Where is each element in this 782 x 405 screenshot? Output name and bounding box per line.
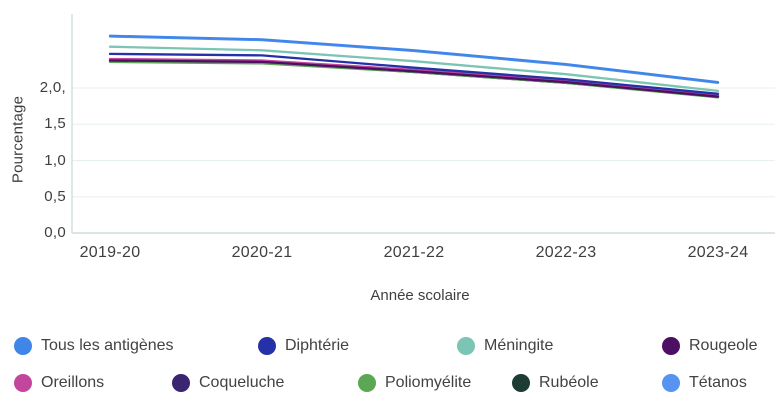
legend-item-coqueluche[interactable]: Coqueluche [172,374,284,392]
legend-item-poliomyelite[interactable]: Poliomyélite [358,374,471,392]
legend-item-label: Diphtérie [285,337,350,354]
legend-swatch-icon [172,374,190,392]
legend-swatch-icon [662,337,680,355]
y-tick-label: 0,0 [44,224,66,241]
y-tick-label: 1,5 [44,115,66,133]
chart-area: Pourcentage 2,0, 1,5 1,0 0,5 0,0 2019-20… [10,14,775,304]
x-tick-label: 2020-21 [231,244,293,261]
x-tick-label: 2023-24 [687,244,749,261]
legend-item-tous-les-antigenes[interactable]: Tous les antigènes [14,337,174,355]
x-axis-title: Année scolaire [370,287,470,304]
legend-item-rubeole[interactable]: Rubéole [512,374,599,392]
legend-swatch-icon [358,374,376,392]
legend-swatch-icon [258,337,276,355]
legend-swatch-icon [662,374,680,392]
legend-item-oreillons[interactable]: Oreillons [14,374,104,392]
x-tick-label: 2022-23 [535,244,597,261]
legend-item-meningite[interactable]: Méningite [457,337,553,355]
legend-item-diphterie[interactable]: Diphtérie [258,337,349,355]
legend-swatch-icon [457,337,475,355]
legend-item-label: Rougeole [689,337,758,354]
legend-item-label: Tous les antigènes [41,337,174,354]
y-tick-label: 2,0, [39,79,66,96]
legend-item-rougeole[interactable]: Rougeole [662,337,758,355]
y-tick-label: 1,0 [44,151,66,169]
plot-area [71,14,775,234]
legend-item-tetanos[interactable]: Tétanos [662,374,747,392]
legend-swatch-icon [14,337,32,355]
y-tick-label: 0,5 [44,187,66,205]
legend-item-label: Oreillons [41,374,105,391]
legend-item-label: Rubéole [539,374,599,391]
legend-item-label: Tétanos [689,374,747,391]
legend-swatch-icon [14,374,32,392]
x-tick-label: 2021-22 [383,244,445,261]
legend-item-label: Méningite [484,337,554,354]
legend-item-label: Coqueluche [199,374,285,391]
legend-swatch-icon [512,374,530,392]
x-tick-label: 2019-20 [79,244,141,261]
legend-item-label: Poliomyélite [385,374,472,391]
